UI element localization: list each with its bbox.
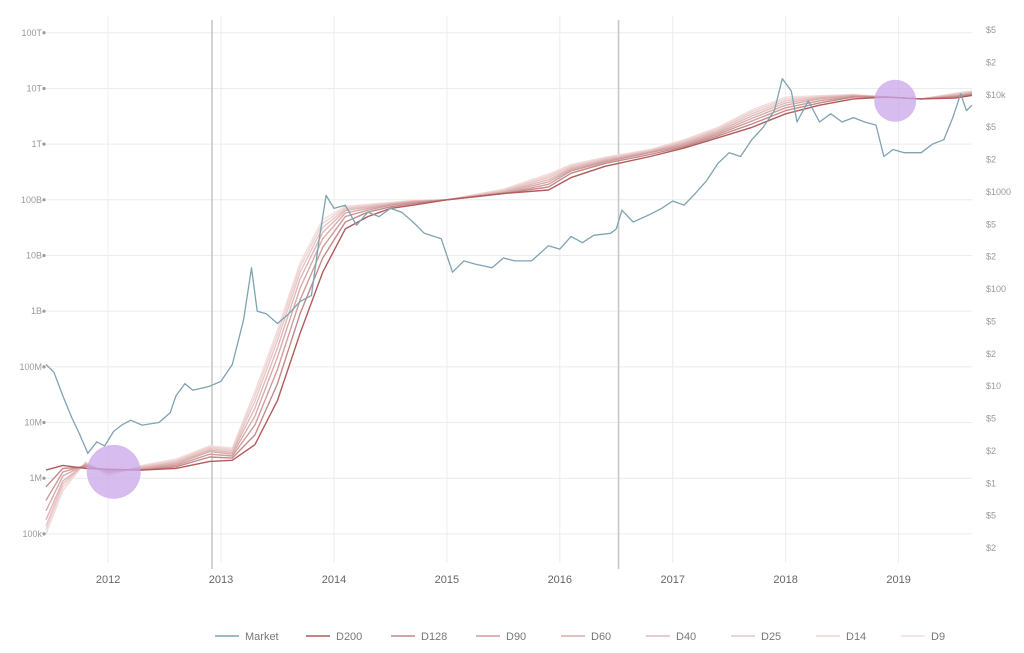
x-tick-label: 2018 [773,574,797,586]
legend-label: D9 [931,631,945,643]
market-series-layer [45,77,973,454]
y-tick-label: 10T [26,83,42,93]
vertical-markers [211,20,620,569]
y-tick-label: 1M [29,473,42,483]
price-tick-label: $2 [986,57,996,67]
legend-label: D40 [676,631,696,643]
y-tick-label: 100k [22,529,42,539]
legend: Market D200 D128 D90 D60 D40 D25 D14 D9 [215,631,945,643]
legend-label: D14 [846,631,866,643]
legend-label: D128 [421,631,447,643]
y-tick-dot [42,253,46,258]
series-line-d200 [45,94,973,471]
price-tick-label: $100 [986,284,1006,294]
legend-label: D200 [336,631,362,643]
x-tick-label: 2019 [886,574,910,586]
x-tick-label: 2017 [661,574,685,586]
price-tick-label: $5 [986,25,996,35]
legend-label: D25 [761,631,781,643]
y-tick-label: 100B [21,195,42,205]
y-tick-dot [42,476,46,480]
y-tick-label: 10M [24,418,42,428]
y-tick-dot [42,420,46,425]
series-line-d9 [45,90,973,535]
y-tick-dot [42,365,46,369]
y-tick-dot [42,532,46,536]
right-axis: $5 $2 $10k $5 $2 $1000 $5 $2 $100 $5 $2 $10 $5 $2 $1 $5… [986,25,1011,553]
highlight-layer [86,79,917,499]
series-line-d60 [45,92,973,512]
highlight-circle [874,79,917,122]
y-tick-dot [42,86,46,91]
x-tick-label: 2015 [435,574,459,586]
y-tick-label: 100T [21,28,42,38]
x-tick-label: 2013 [209,574,233,586]
highlight-circle [86,444,141,499]
price-tick-label: $5 [986,122,996,132]
legend-label: D90 [506,631,526,643]
series-line-market [45,77,973,454]
y-tick-label: 1T [31,139,42,149]
x-tick-label: 2012 [96,574,120,586]
x-axis: 2012 2013 2014 2015 2016 2017 2018 2019 [96,574,911,586]
legend-label: Market [245,631,279,643]
price-tick-label: $1000 [986,187,1011,197]
grid-layer [46,16,972,563]
y-tick-label: 10B [26,250,42,260]
series-line-d128 [45,93,973,488]
y-tick-label: 1B [31,306,42,316]
y-tick-dot [42,142,46,146]
price-tick-label: $10k [986,90,1006,100]
price-tick-label: $5 [986,219,996,229]
price-tick-label: $2 [986,543,996,553]
price-tick-label: $10 [986,381,1001,391]
price-tick-label: $2 [986,252,996,262]
x-tick-label: 2014 [322,574,346,586]
y-tick-dot [42,309,46,313]
y-tick-label: 100M [19,362,42,372]
y-tick-dot [42,31,46,35]
price-tick-label: $5 [986,316,996,326]
price-tick-label: $1 [986,478,996,488]
legend-label: D60 [591,631,611,643]
price-tick-label: $2 [986,349,996,359]
series-line-d90 [45,93,973,501]
x-tick-label: 2016 [548,574,572,586]
price-tick-label: $5 [986,511,996,521]
left-axis: 100T 10T 1T 100B 10B 1B 100M 10M 1M 100k [19,28,46,539]
ma-band-layer [45,90,973,535]
y-tick-dot [42,198,46,202]
price-tick-label: $2 [986,155,996,165]
price-tick-label: $5 [986,414,996,424]
price-tick-label: $2 [986,446,996,456]
